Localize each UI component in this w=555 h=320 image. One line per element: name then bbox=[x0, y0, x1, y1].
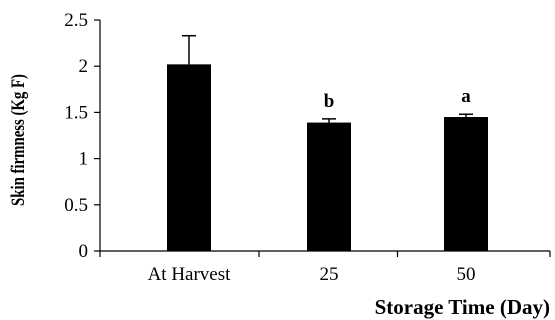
y-axis-title: Skin firmness (Kg F) bbox=[7, 74, 28, 206]
error-bars bbox=[182, 34, 473, 123]
bar-2 bbox=[307, 122, 351, 252]
significance-label-2: b bbox=[324, 91, 335, 112]
x-axis: At Harvest 25 50 bbox=[99, 250, 551, 285]
bar-1 bbox=[167, 64, 211, 252]
x-tick-label: At Harvest bbox=[148, 264, 232, 285]
y-tick-label: 1.5 bbox=[64, 102, 88, 123]
y-tick-label: 1 bbox=[79, 149, 89, 170]
y-tick-label: 0 bbox=[79, 241, 89, 262]
significance-label-3: a bbox=[461, 86, 471, 107]
x-tick-label: 25 bbox=[320, 264, 339, 285]
x-axis-title: Storage Time (Day) bbox=[375, 295, 550, 319]
y-tick-label: 2 bbox=[79, 56, 89, 77]
bar-3 bbox=[444, 117, 488, 252]
y-axis: 0 0.5 1 1.5 2 2.5 bbox=[64, 10, 101, 262]
x-tick-label: 50 bbox=[457, 264, 476, 285]
bars bbox=[167, 64, 488, 252]
y-tick-label: 2.5 bbox=[64, 10, 88, 31]
y-tick-label: 0.5 bbox=[64, 195, 88, 216]
